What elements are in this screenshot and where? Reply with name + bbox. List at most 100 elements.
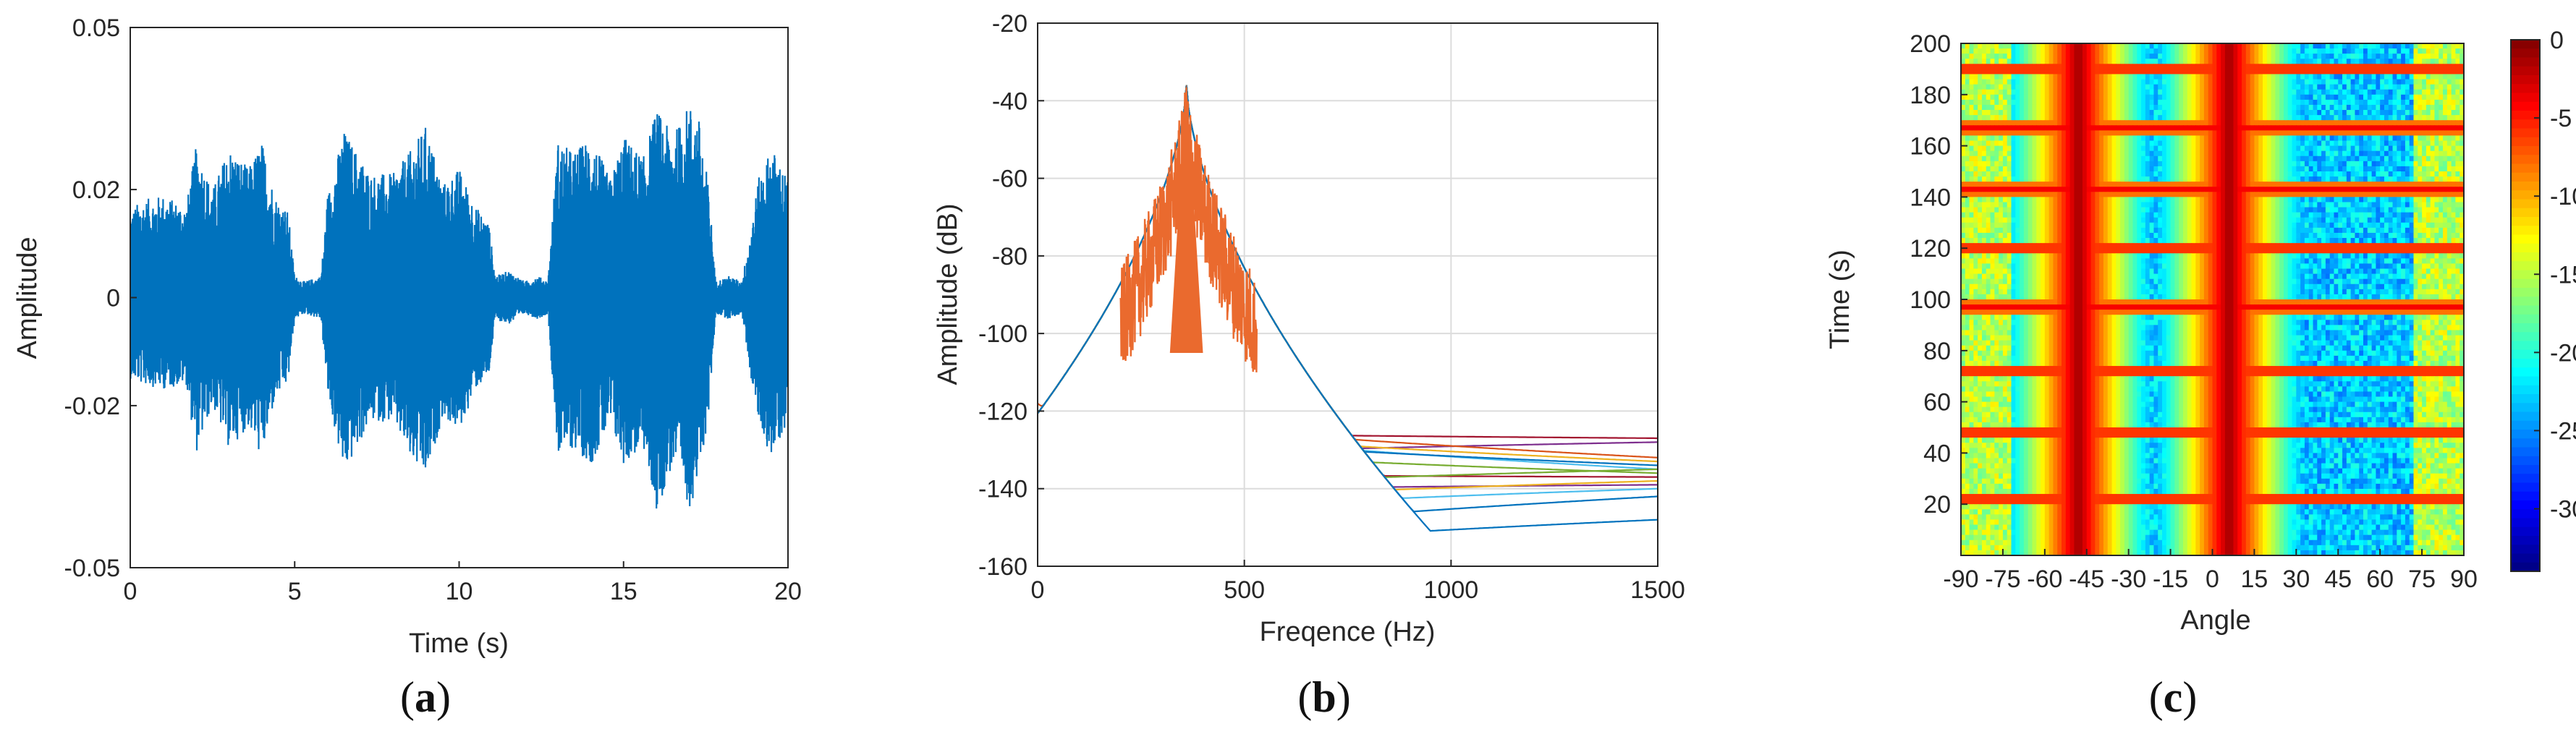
heatmap-cell (2216, 69, 2221, 75)
heatmap-cell (2158, 110, 2163, 116)
heatmap-cell (2439, 79, 2444, 85)
heatmap-cell (2195, 48, 2200, 54)
heatmap-cell (2179, 99, 2184, 106)
heatmap-cell (2376, 115, 2381, 121)
heatmap-cell (2460, 130, 2464, 137)
heatmap-cell (2132, 115, 2138, 121)
heatmap-cell (2271, 48, 2276, 54)
heatmap-cell (2099, 207, 2104, 213)
heatmap-cell (2439, 94, 2444, 101)
heatmap-cell (2275, 192, 2280, 197)
heatmap-cell (2041, 99, 2046, 106)
heatmap-cell (2401, 176, 2406, 182)
heatmap-cell (2095, 140, 2100, 147)
heatmap-cell (2401, 232, 2406, 239)
heatmap-cell (2166, 161, 2172, 167)
heatmap-cell (1973, 94, 1978, 101)
heatmap-cell (2371, 115, 2376, 121)
heatmap-cell (2258, 79, 2263, 85)
heatmap-cell (2095, 64, 2100, 69)
heatmap-cell (2015, 176, 2020, 182)
heatmap-cell (2413, 140, 2418, 147)
heatmap-cell (2384, 64, 2389, 69)
heatmap-cell (2422, 140, 2427, 147)
heatmap-cell (2401, 120, 2406, 126)
heatmap-cell (2145, 64, 2151, 69)
heatmap-cell (2182, 69, 2188, 75)
heatmap-cell (1981, 120, 1987, 126)
heatmap-cell (2367, 192, 2373, 197)
heatmap-cell (2158, 48, 2163, 54)
heatmap-cell (2053, 243, 2058, 249)
heatmap-cell (2367, 150, 2373, 157)
heatmap-cell (2308, 166, 2314, 172)
heatmap-cell (2149, 248, 2155, 254)
heatmap-cell (2245, 207, 2251, 213)
heatmap-cell (2425, 192, 2431, 197)
heatmap-cell (2141, 217, 2146, 223)
heatmap-cell (2069, 227, 2075, 234)
heatmap-cell (2446, 243, 2452, 249)
heatmap-cell (2057, 130, 2062, 137)
heatmap-cell (1994, 176, 1999, 182)
heatmap-cell (2145, 125, 2151, 131)
heatmap-cell (2203, 79, 2209, 85)
heatmap-cell (2279, 145, 2284, 152)
heatmap-cell (2388, 79, 2394, 85)
heatmap-cell (2141, 54, 2146, 59)
heatmap-cell (2263, 120, 2268, 126)
heatmap-cell (2413, 64, 2418, 69)
heatmap-cell (2149, 212, 2155, 218)
heatmap-cell (2099, 222, 2104, 229)
heatmap-cell (2120, 222, 2125, 229)
y-tick-label: 0.02 (72, 176, 120, 204)
heatmap-cell (2158, 140, 2163, 147)
heatmap-cell (2296, 227, 2301, 234)
heatmap-cell (2069, 182, 2075, 187)
heatmap-cell (2141, 227, 2146, 234)
heatmap-cell (2350, 232, 2356, 239)
heatmap-cell (2041, 166, 2046, 172)
heatmap-cell (2032, 248, 2037, 254)
heatmap-cell (2141, 135, 2146, 142)
heatmap-cell (2409, 145, 2415, 152)
heatmap-cell (1965, 182, 1970, 187)
heatmap-cell (2074, 197, 2079, 203)
heatmap-cell (2409, 135, 2415, 142)
heatmap-cell (1961, 59, 1966, 64)
heatmap-cell (2028, 192, 2033, 197)
heatmap-cell (2145, 130, 2151, 137)
heatmap-cell (2266, 120, 2272, 126)
heatmap-cell (2174, 197, 2179, 203)
heatmap-cell (2166, 69, 2172, 75)
heatmap-cell (2350, 120, 2356, 126)
heatmap-cell (2275, 227, 2280, 234)
heatmap-cell (2334, 150, 2339, 157)
heatmap-cell (2179, 217, 2184, 223)
heatmap-cell (2254, 94, 2259, 101)
heatmap-cell (2074, 104, 2079, 111)
heatmap-cell (2007, 69, 2012, 75)
heatmap-cell (2095, 176, 2100, 182)
heatmap-cell (1990, 171, 1995, 177)
heatmap-cell (2388, 212, 2394, 218)
heatmap-cell (2263, 125, 2268, 131)
heatmap-cell (2044, 187, 2050, 192)
heatmap-cell (2095, 145, 2100, 152)
heatmap-cell (2224, 110, 2230, 116)
heatmap-cell (2002, 94, 2008, 101)
heatmap-cell (2313, 202, 2318, 208)
heatmap-cell (2182, 84, 2188, 90)
heatmap-cell (2279, 74, 2284, 80)
heatmap-cell (2187, 69, 2192, 75)
heatmap-cell (1999, 69, 2004, 75)
heatmap-cell (1986, 248, 1991, 254)
heatmap-cell (2107, 248, 2113, 254)
heatmap-cell (2195, 161, 2200, 167)
heatmap-cell (2057, 182, 2062, 187)
heatmap-cell (2388, 243, 2394, 249)
heatmap-cell (2191, 238, 2196, 244)
heatmap-cell (2275, 43, 2280, 49)
heatmap-cell (2363, 197, 2368, 203)
heatmap-cell (2254, 207, 2259, 213)
